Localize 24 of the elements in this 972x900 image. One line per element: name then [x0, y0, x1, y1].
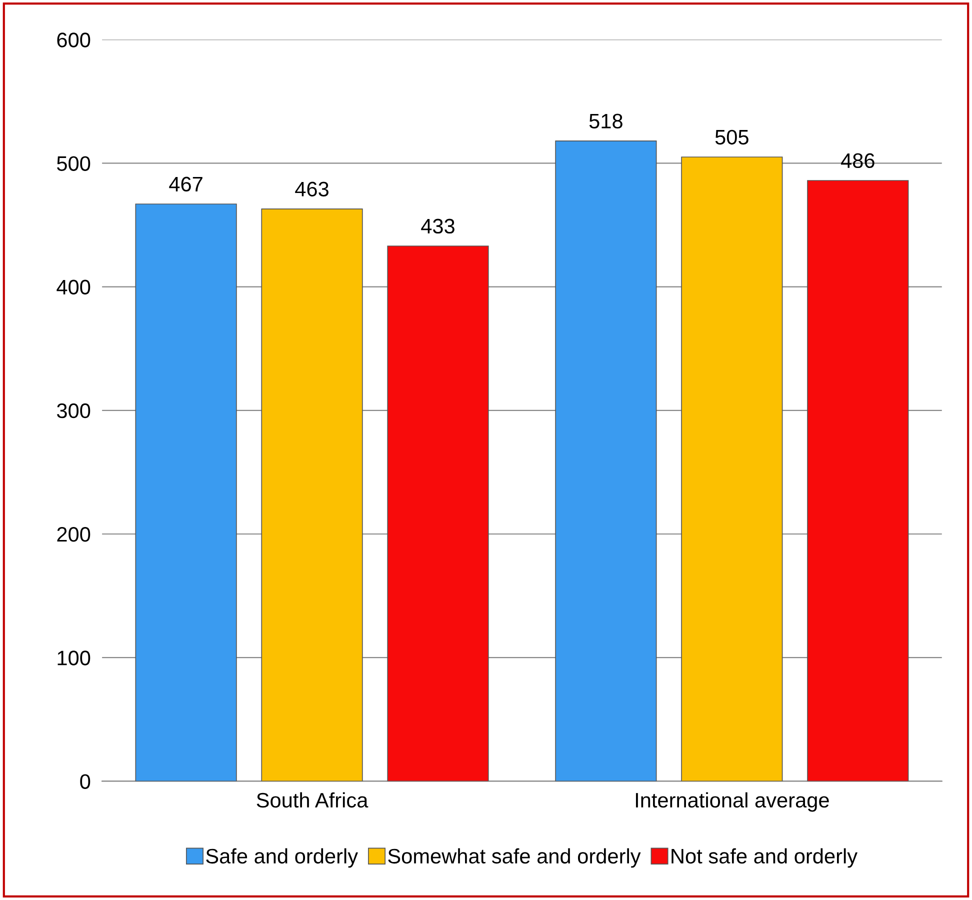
data-label: 467 — [169, 176, 202, 192]
y-tick-label: 400 — [56, 280, 90, 295]
y-tick-label: 200 — [57, 527, 90, 542]
legend-label: Not safe and orderly — [672, 848, 858, 868]
y-tick-label: 600 — [57, 32, 90, 48]
y-tick-label: 0 — [80, 774, 90, 789]
data-label: 433 — [421, 218, 454, 234]
data-label: 486 — [840, 153, 874, 168]
bar — [555, 140, 657, 782]
legend-label: Safe and orderly — [206, 848, 358, 868]
bar — [807, 180, 909, 782]
x-tick-label: South Africa — [256, 792, 368, 808]
data-label: 505 — [715, 130, 748, 145]
bar — [261, 208, 363, 782]
y-tick-label: 300 — [56, 403, 90, 418]
bar — [681, 156, 783, 782]
data-label: 463 — [295, 182, 328, 196]
x-tick-label: International average — [636, 792, 829, 812]
y-tick-label: 500 — [57, 156, 90, 171]
y-tick-label: 100 — [58, 650, 90, 666]
bar — [387, 246, 489, 782]
legend-label: Somewhat safe and orderly — [388, 848, 641, 868]
bar — [135, 204, 237, 782]
data-label: 518 — [589, 114, 622, 128]
